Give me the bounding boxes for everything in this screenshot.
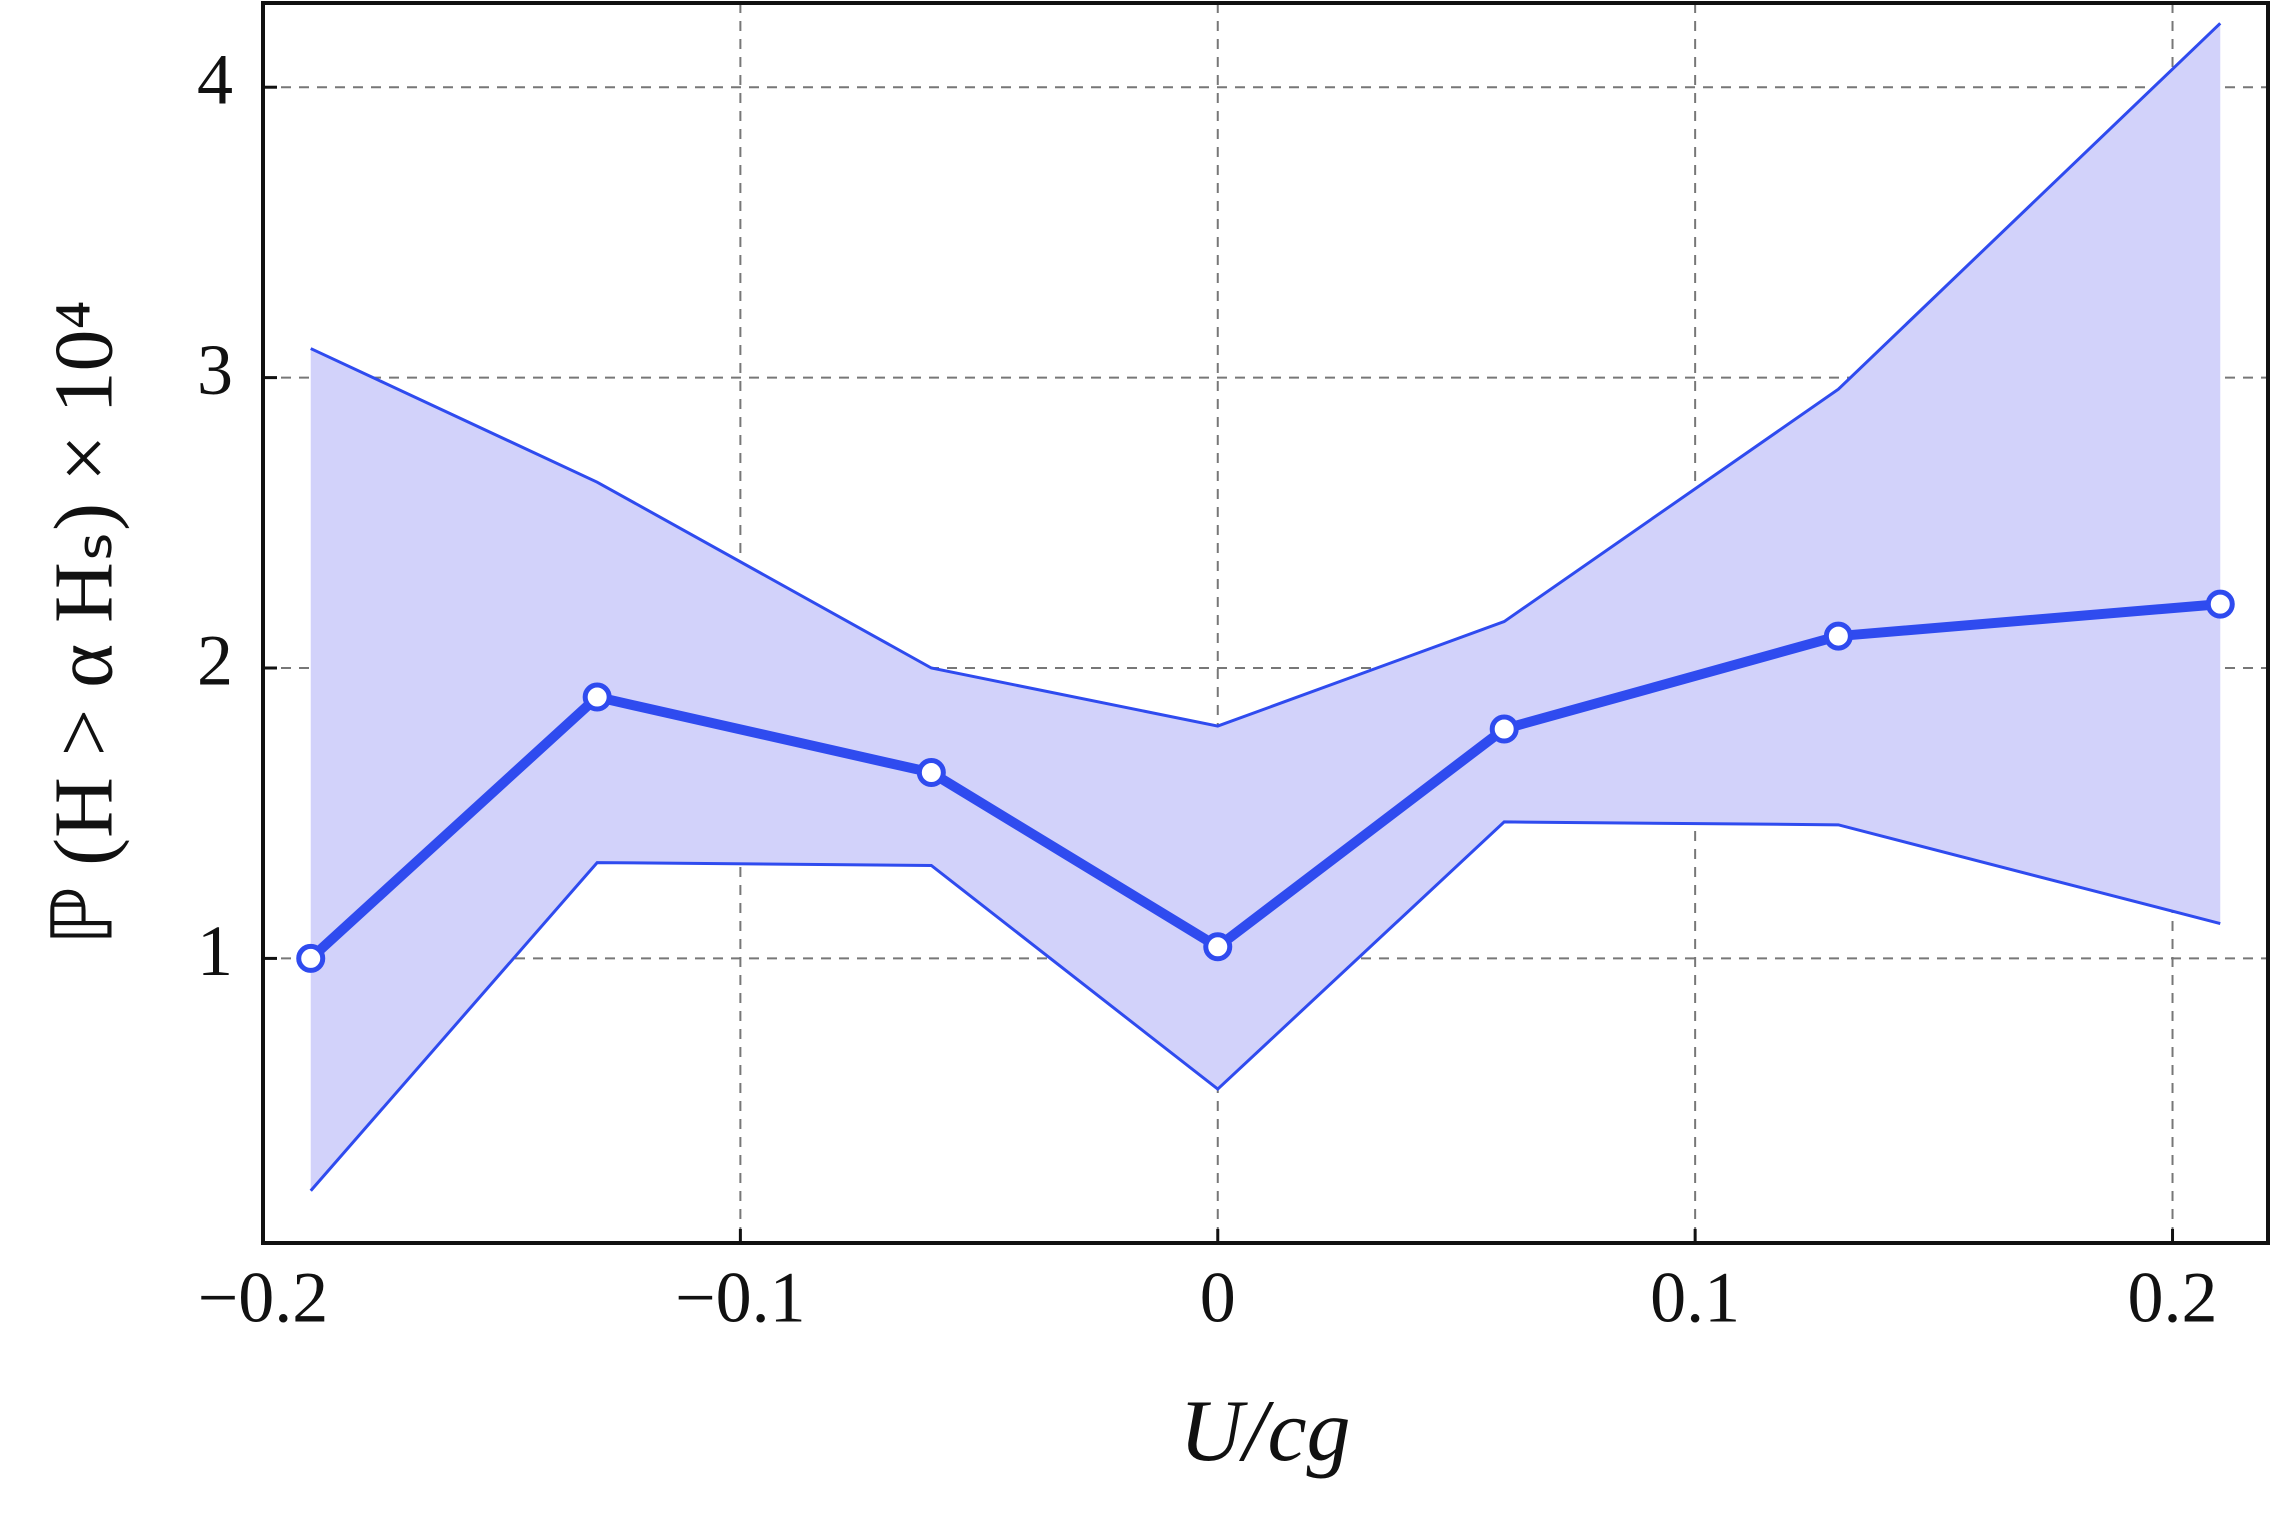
point	[916, 758, 946, 788]
point	[2205, 589, 2235, 619]
x-tick-label: 0.2	[2128, 1258, 2218, 1338]
x-tick-label: −0.1	[675, 1258, 806, 1338]
plot-frame	[261, 1, 2270, 1245]
y-tick-label: 4	[197, 40, 233, 120]
y-tick-label: 1	[197, 911, 233, 991]
point	[582, 682, 612, 712]
band-fill	[310, 23, 2221, 1191]
x-tick-label: 0.1	[1650, 1258, 1740, 1338]
point	[1823, 621, 1853, 651]
point	[1489, 714, 1519, 744]
x-tick-label: −0.2	[198, 1258, 329, 1338]
y-tick-label: 3	[197, 330, 233, 410]
point	[1203, 932, 1233, 962]
x-tick-label: 0	[1200, 1258, 1236, 1338]
point	[296, 943, 326, 973]
band-edge	[309, 820, 2221, 1192]
x-axis-label: U/cg	[1179, 1383, 1350, 1480]
band-edge	[310, 22, 2222, 728]
y-axis-label: ℙ (H > α Hₛ) × 10⁴	[37, 300, 130, 946]
y-tick-label: 2	[197, 621, 233, 701]
